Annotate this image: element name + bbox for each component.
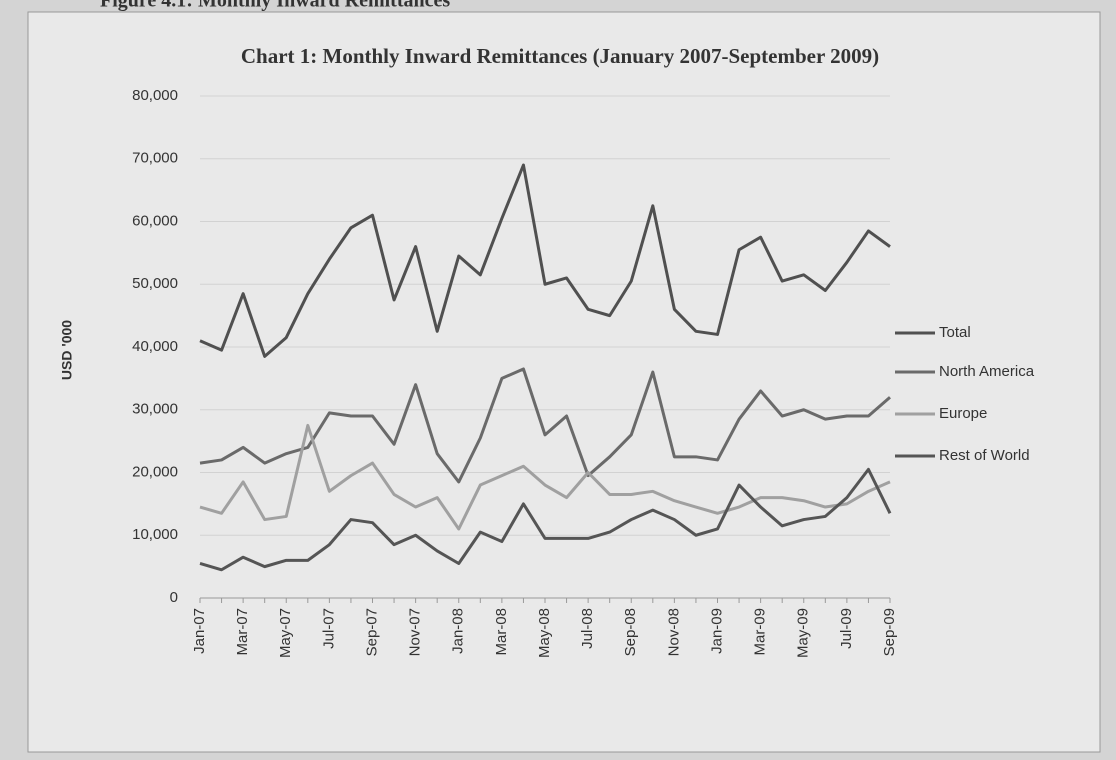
x-tick-label: Mar-09 [752, 608, 769, 656]
legend-label: Europe [939, 405, 987, 422]
y-tick-label: 10,000 [132, 526, 178, 543]
x-tick-label: Jul-07 [320, 608, 337, 649]
figure-caption: Figure 4.1: Monthly Inward Remittances [100, 0, 450, 12]
y-tick-label: 40,000 [132, 338, 178, 355]
x-tick-label: Sep-09 [881, 608, 898, 656]
x-tick-label: May-08 [536, 608, 553, 658]
y-axis-label: USD '000 [59, 320, 75, 380]
x-tick-label: Jan-09 [708, 608, 725, 654]
x-tick-label: Sep-07 [363, 608, 380, 656]
legend-label: Total [939, 324, 971, 341]
y-tick-label: 30,000 [132, 401, 178, 418]
y-tick-label: 20,000 [132, 463, 178, 480]
y-tick-label: 80,000 [132, 87, 178, 104]
chart-title: Chart 1: Monthly Inward Remittances (Jan… [241, 44, 879, 68]
y-tick-label: 70,000 [132, 150, 178, 167]
series-line [199, 163, 891, 358]
x-tick-label: Nov-07 [407, 608, 424, 656]
series-line [199, 467, 892, 572]
x-tick-label: Jul-09 [838, 608, 855, 649]
x-tick-label: Mar-07 [234, 608, 251, 656]
x-tick-label: Nov-08 [665, 608, 682, 656]
series-line [199, 423, 891, 531]
x-tick-label: May-07 [277, 608, 294, 658]
y-tick-label: 60,000 [132, 212, 178, 229]
x-tick-label: May-09 [795, 608, 812, 658]
x-tick-label: Jan-07 [191, 608, 208, 654]
y-tick-label: 0 [170, 589, 178, 606]
y-tick-label: 50,000 [132, 275, 178, 292]
x-tick-label: Mar-08 [493, 608, 510, 656]
x-tick-label: Jan-08 [450, 608, 467, 654]
x-tick-label: Sep-08 [622, 608, 639, 656]
chart-frame [27, 11, 1101, 753]
x-tick-label: Jul-08 [579, 608, 596, 649]
legend-label: North America [939, 363, 1035, 380]
series-line [199, 367, 891, 484]
legend-label: Rest of World [939, 447, 1030, 464]
